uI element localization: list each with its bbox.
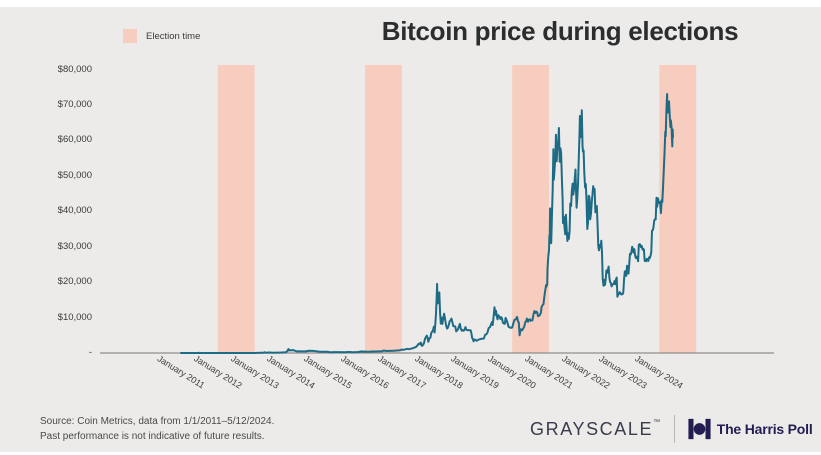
election-time-band [659, 65, 697, 353]
y-tick-label: $40,000 [57, 205, 92, 217]
bitcoin-price-line [180, 93, 674, 354]
election-time-swatch [123, 29, 137, 43]
branding-footer: GRAYSCALE™ The Harris Poll [530, 412, 813, 446]
election-time-band [512, 65, 549, 353]
legend-label: Election time [146, 30, 201, 42]
legend: Election time [123, 29, 200, 43]
y-tick-label: $30,000 [57, 240, 92, 252]
grayscale-logo-text: GRAYSCALE [530, 418, 654, 439]
election-time-band [365, 65, 402, 353]
source-note: Source: Coin Metrics, data from 1/1/2011… [40, 414, 274, 444]
harris-poll-logo: The Harris Poll [688, 417, 813, 441]
y-tick-label: $80,000 [57, 63, 92, 75]
y-tick-label: $50,000 [57, 169, 92, 181]
election-time-band [217, 65, 255, 353]
harris-poll-text: The Harris Poll [716, 421, 813, 437]
source-line-1: Source: Coin Metrics, data from 1/1/2011… [40, 416, 275, 427]
harris-poll-icon [688, 418, 711, 440]
y-tick-label: $20,000 [57, 276, 92, 288]
y-tick-label: $10,000 [57, 311, 92, 323]
grayscale-logo: GRAYSCALE™ [530, 419, 662, 440]
y-tick-label: $70,000 [57, 98, 92, 110]
brand-divider [673, 415, 675, 443]
source-line-2: Past performance is not indicative of fu… [40, 431, 265, 442]
chart-title: Bitcoin price during elections [381, 16, 739, 46]
grayscale-trademark-icon: ™ [653, 418, 662, 426]
y-tick-label: $60,000 [57, 134, 92, 146]
y-tick-label: - [88, 347, 92, 358]
